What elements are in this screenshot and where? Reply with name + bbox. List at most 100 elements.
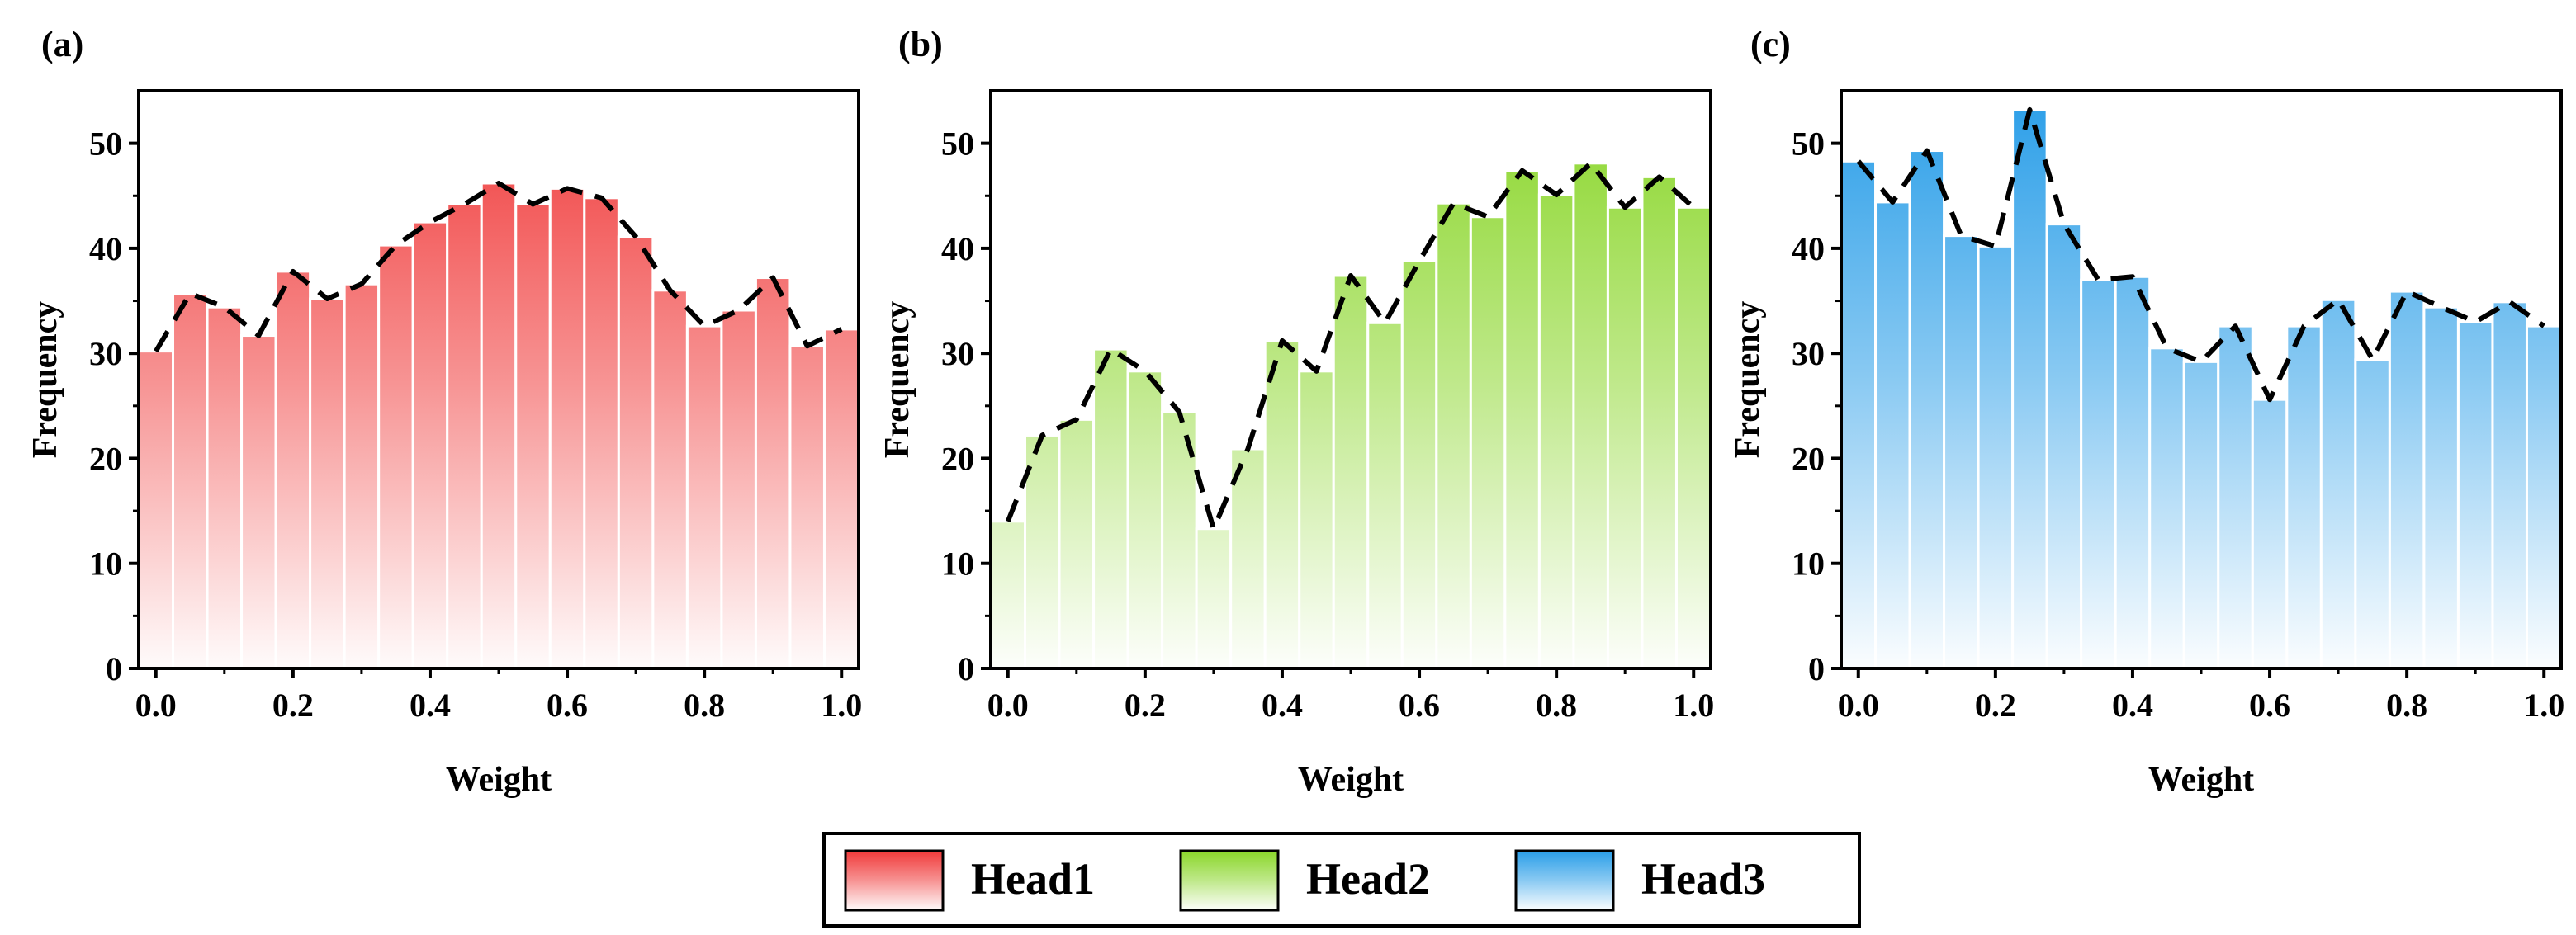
x-tick-label: 0.6 [547, 687, 588, 724]
bar [1606, 205, 1644, 670]
bar [685, 324, 723, 670]
bar [2217, 324, 2254, 670]
bar [2011, 108, 2048, 670]
y-tick-label: 10 [941, 545, 974, 583]
y-tick-label: 50 [1792, 125, 1825, 163]
x-tick-label: 0.8 [1536, 687, 1577, 724]
bar [206, 305, 244, 670]
panel-label: (a) [41, 24, 83, 64]
bar [274, 270, 312, 670]
legend-swatch [1179, 849, 1280, 912]
trend-line [154, 181, 843, 353]
y-tick-label: 0 [958, 650, 974, 687]
bar [2319, 298, 2357, 670]
y-tick-label: 30 [89, 335, 122, 372]
bar [583, 196, 620, 670]
y-tick-label: 0 [1808, 650, 1825, 687]
bar [788, 344, 826, 670]
bar [1943, 234, 1980, 670]
bar [1674, 205, 1712, 670]
bar [2456, 320, 2494, 670]
bar [1908, 149, 1946, 670]
bar [2148, 347, 2185, 670]
y-tick-label: 40 [941, 230, 974, 267]
bar [2354, 358, 2391, 670]
panel-label: (c) [1750, 24, 1791, 64]
x-tick-label: 0.0 [1838, 687, 1879, 724]
bar [720, 309, 757, 670]
x-tick-label: 0.6 [1399, 687, 1440, 724]
bar [1263, 339, 1301, 670]
y-tick-label: 30 [941, 335, 974, 372]
x-tick-label: 0.2 [272, 687, 314, 724]
legend-label: Head3 [1641, 854, 1765, 904]
bar [1874, 201, 1911, 670]
bar [2525, 324, 2563, 670]
y-tick-label: 40 [1792, 230, 1825, 267]
legend-label: Head2 [1306, 854, 1430, 904]
y-tick-label: 30 [1792, 335, 1825, 372]
bar [1977, 244, 2015, 670]
y-tick-label: 0 [106, 650, 122, 687]
x-axis-label: Weight [446, 761, 552, 799]
bar [240, 334, 277, 670]
legend: Head1 Head2 Head3 [822, 832, 1861, 928]
bar [446, 202, 483, 670]
bar [2285, 324, 2323, 670]
bar [411, 220, 449, 670]
bar [2251, 398, 2289, 670]
x-axis-label: Weight [1298, 761, 1404, 799]
bar [172, 292, 209, 670]
x-tick-label: 0.2 [1125, 687, 1166, 724]
bar [137, 350, 175, 670]
bar [1503, 169, 1541, 670]
trend-line [1856, 106, 2545, 403]
chart-panel-2: (b) 0 10 20 30 40 50 0.0 0.2 0.4 0.6 0.8 1.0 Weight Fr… [878, 24, 1714, 799]
x-tick-label: 0.4 [2112, 687, 2153, 724]
bar [1537, 193, 1575, 670]
x-tick-label: 1.0 [1673, 687, 1714, 724]
x-tick-label: 0.8 [684, 687, 725, 724]
x-tick-label: 0.2 [1975, 687, 2016, 724]
bar [480, 182, 518, 670]
y-axis-label: Frequency [26, 301, 64, 459]
panel-label: (b) [898, 24, 943, 64]
bar [1840, 159, 1878, 670]
legend-item-head2: Head2 [1179, 849, 1430, 912]
x-tick-label: 1.0 [821, 687, 862, 724]
bar [989, 520, 1027, 670]
bar [2182, 360, 2220, 670]
y-tick-label: 20 [1792, 440, 1825, 477]
x-tick-label: 0.4 [1262, 687, 1303, 724]
bar [1332, 274, 1370, 670]
x-tick-label: 0.6 [2249, 687, 2290, 724]
bar [2045, 223, 2083, 670]
y-axis-label: Frequency [878, 301, 916, 459]
y-tick-label: 10 [89, 545, 122, 583]
legend-swatch [1514, 849, 1615, 912]
bar [2388, 290, 2426, 670]
bar [1126, 370, 1164, 670]
bar [309, 297, 346, 670]
y-axis-label: Frequency [1729, 301, 1767, 459]
bar [1400, 259, 1438, 670]
bar [2422, 305, 2460, 670]
y-tick-label: 50 [89, 125, 122, 163]
bar [1195, 527, 1233, 670]
bar [548, 187, 586, 670]
y-tick-label: 50 [941, 125, 974, 163]
x-tick-label: 0.0 [135, 687, 177, 724]
bar [377, 243, 414, 670]
bar [514, 202, 552, 670]
y-tick-label: 20 [941, 440, 974, 477]
bar [2491, 300, 2528, 670]
bar [651, 289, 689, 670]
legend-item-head1: Head1 [844, 849, 1095, 912]
x-tick-label: 0.0 [987, 687, 1029, 724]
legend-item-head3: Head3 [1514, 849, 1765, 912]
bar [822, 328, 860, 670]
x-tick-label: 0.4 [410, 687, 451, 724]
bar [1024, 433, 1061, 670]
bar [617, 235, 655, 670]
